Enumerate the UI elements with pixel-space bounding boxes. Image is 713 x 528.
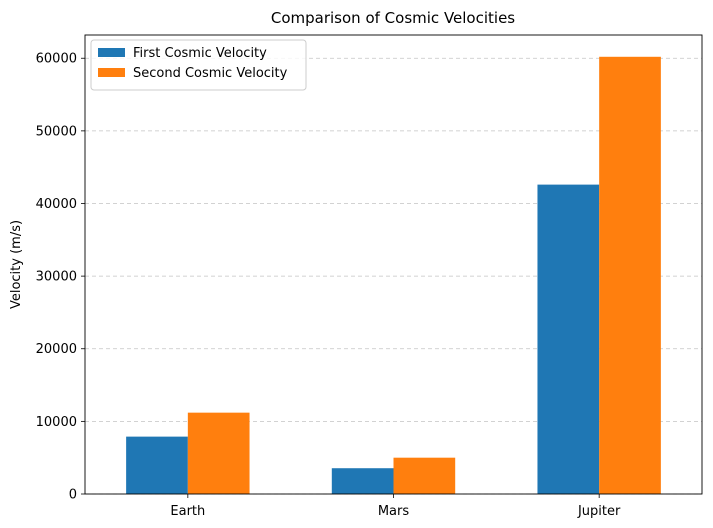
legend-label: Second Cosmic Velocity [133,66,288,81]
bar-first-cosmic-velocity-mars [331,468,394,494]
bar-first-cosmic-velocity-earth [126,436,188,494]
bar-second-cosmic-velocity-jupiter [599,56,661,495]
bars-layer [126,56,661,495]
x-tick-label: Mars [378,504,410,519]
y-tick-label: 20000 [36,342,77,357]
legend: First Cosmic Velocity Second Cosmic Veloc… [90,39,307,91]
y-tick-label: 0 [69,488,77,503]
y-tick-label: 30000 [36,270,77,285]
chart-title: Comparison of Cosmic Velocities [271,9,515,27]
y-tick-label: 50000 [36,124,77,139]
legend-box [90,39,307,91]
y-tick-label: 40000 [36,197,77,212]
bar-second-cosmic-velocity-earth [187,412,250,494]
y-tick-label: 10000 [36,415,77,430]
ticks-layer: 0 10000 20000 30000 40000 50000 60000 Earth Mars… [36,52,621,519]
y-axis-title: Velocity (m/s) [9,220,24,309]
legend-label: First Cosmic Velocity [133,46,267,61]
legend-swatch [98,68,125,77]
bar-second-cosmic-velocity-mars [393,457,456,494]
legend-swatch [98,48,125,57]
y-tick-label: 60000 [36,52,77,67]
bar-first-cosmic-velocity-jupiter [537,184,600,494]
x-tick-label: Earth [170,504,205,519]
x-tick-label: Jupiter [577,504,621,519]
